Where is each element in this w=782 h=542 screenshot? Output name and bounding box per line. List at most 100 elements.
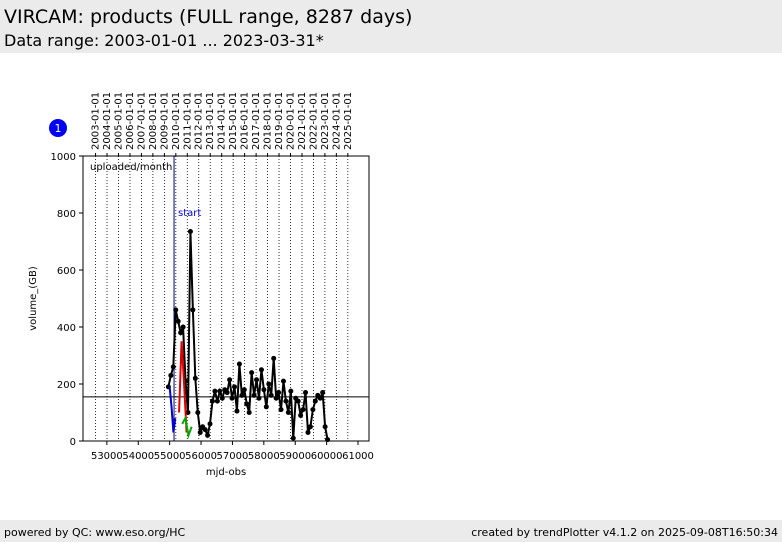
top-tick-label: 2019-01-01	[274, 92, 285, 150]
point	[214, 398, 220, 404]
point	[197, 429, 203, 435]
point	[258, 367, 264, 373]
x-tick-label: 60000	[311, 451, 343, 462]
x-tick-label: 59000	[279, 451, 311, 462]
y-axis-label: volume_(GB)	[28, 266, 39, 331]
top-tick-label: 2016-01-01	[240, 92, 251, 150]
y-tick-label: 1000	[51, 152, 76, 163]
point	[217, 388, 223, 394]
point	[266, 381, 272, 387]
y-tick-label: 0	[70, 437, 76, 448]
point	[227, 377, 233, 383]
point	[205, 432, 211, 438]
y-tick-label: 600	[57, 266, 76, 277]
point	[273, 395, 279, 401]
point	[219, 395, 225, 401]
x-axis-label: mjd-obs	[206, 467, 246, 478]
top-tick-label: 2013-01-01	[205, 92, 216, 150]
top-tick-label: 2015-01-01	[228, 92, 239, 150]
point	[195, 410, 201, 415]
top-tick-label: 2018-01-01	[263, 92, 274, 150]
top-tick-label: 2007-01-01	[136, 92, 147, 150]
point	[234, 408, 240, 414]
badge-label: 1	[55, 122, 62, 135]
point	[303, 390, 309, 396]
y-tick-label: 400	[57, 323, 76, 334]
point	[170, 364, 176, 370]
point	[190, 307, 196, 313]
point	[251, 392, 257, 398]
point	[202, 427, 208, 433]
x-tick-label: 56000	[185, 451, 217, 462]
badge	[49, 119, 67, 137]
footer-right: created by trendPlotter v4.1.2 on 2025-0…	[471, 526, 778, 539]
point	[300, 407, 306, 413]
point	[285, 410, 291, 415]
plot-frame	[82, 155, 370, 442]
point	[322, 424, 328, 430]
top-tick-label: 2021-01-01	[297, 92, 308, 150]
point	[288, 388, 294, 394]
point	[241, 387, 247, 393]
footer: powered by QC: www.eso.org/HC created by…	[0, 520, 782, 542]
point	[180, 324, 186, 330]
top-tick-label: 2011-01-01	[182, 92, 193, 150]
point	[192, 375, 198, 381]
annotation: uploaded/month	[90, 162, 172, 173]
top-tick-label: 2025-01-01	[343, 92, 354, 150]
point	[178, 330, 184, 336]
point	[298, 412, 304, 418]
point	[229, 395, 235, 401]
point	[263, 404, 269, 410]
top-tick-label: 2005-01-01	[114, 92, 125, 150]
point	[239, 392, 245, 398]
point	[310, 407, 316, 413]
top-tick-label: 2014-01-01	[217, 92, 228, 150]
point	[268, 392, 274, 398]
point	[254, 377, 260, 383]
point	[320, 390, 326, 396]
point	[280, 378, 286, 384]
point	[175, 318, 181, 324]
top-tick-label: 2012-01-01	[194, 92, 205, 150]
top-tick-label: 2023-01-01	[320, 92, 331, 150]
top-tick-label: 2017-01-01	[251, 92, 262, 150]
top-tick-label: 2010-01-01	[171, 92, 182, 150]
series-line	[178, 341, 188, 433]
chart: 1 2003-01-01 2004-01-01 2005-01-01 2006-01-0…	[28, 92, 374, 478]
title: VIRCAM: products (FULL range, 8287 days)	[4, 6, 413, 28]
point	[246, 410, 252, 415]
point	[244, 401, 250, 407]
top-tick-label: 2006-01-01	[125, 92, 136, 150]
top-tick-label: 2024-01-01	[331, 92, 342, 150]
point	[209, 398, 215, 404]
x-tick-label: 53000	[91, 451, 123, 462]
point	[290, 435, 296, 441]
footer-left: powered by QC: www.eso.org/HC	[4, 526, 186, 539]
top-tick-label: 2008-01-01	[148, 92, 159, 150]
point	[168, 372, 174, 378]
point	[271, 355, 277, 361]
top-tick-label: 2004-01-01	[102, 92, 113, 150]
point	[187, 229, 193, 235]
x-tick-label: 57000	[217, 451, 249, 462]
top-tick-label: 2020-01-01	[285, 92, 296, 150]
point	[276, 390, 282, 396]
point	[236, 361, 242, 367]
subtitle: Data range: 2003-01-01 ... 2023-03-31*	[4, 31, 324, 50]
series-line	[181, 415, 193, 440]
point	[307, 424, 313, 430]
series-line	[168, 386, 177, 433]
point	[173, 307, 179, 313]
x-tick-label: 61000	[342, 451, 374, 462]
point	[283, 398, 289, 404]
point	[212, 388, 218, 394]
point	[232, 384, 238, 390]
x-tick-label: 55000	[154, 451, 186, 462]
point	[295, 398, 301, 404]
top-tick-label: 2003-01-01	[91, 92, 102, 150]
point	[249, 370, 255, 376]
point	[261, 387, 267, 393]
point	[207, 421, 213, 427]
x-tick-label: 54000	[122, 451, 154, 462]
